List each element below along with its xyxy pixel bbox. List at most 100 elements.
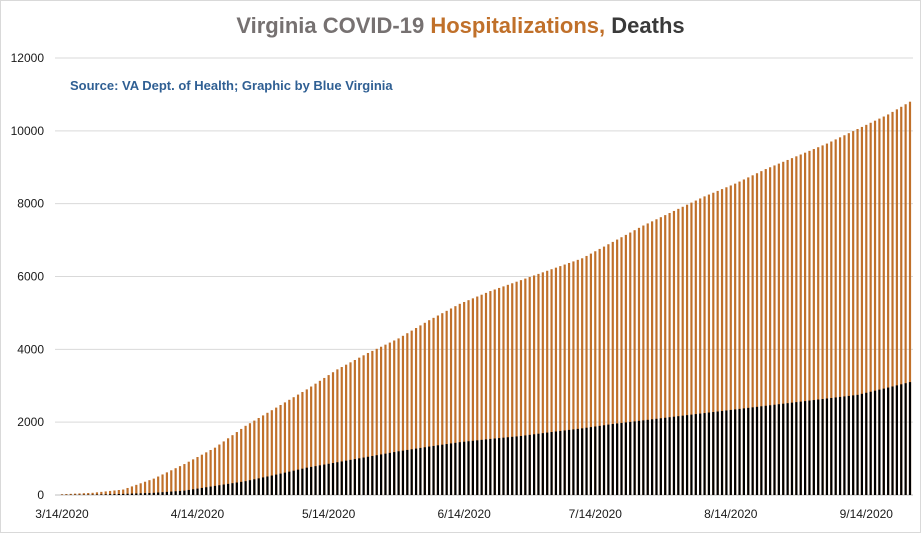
bar-deaths	[401, 450, 405, 495]
bar-hospitalizations	[436, 315, 440, 495]
bar-deaths	[655, 418, 658, 495]
bar-deaths	[301, 468, 304, 495]
bar-hospitalizations	[834, 139, 837, 495]
bar-hospitalizations	[769, 167, 772, 495]
x-tick-label: 7/14/2020	[569, 507, 623, 521]
bar-hospitalizations	[261, 415, 265, 495]
bar-deaths	[187, 489, 190, 495]
bar-hospitalizations	[690, 202, 693, 495]
bar-hospitalizations	[74, 493, 77, 495]
bar-hospitalizations	[904, 104, 907, 495]
bar-hospitalizations	[69, 493, 72, 495]
bar-deaths	[734, 409, 737, 495]
bar-hospitalizations	[388, 342, 391, 495]
bar-hospitalizations	[283, 402, 287, 495]
bar-deaths	[908, 382, 912, 495]
bar-hospitalizations	[620, 237, 623, 495]
bar-hospitalizations	[213, 447, 217, 495]
bar-hospitalizations	[366, 352, 370, 495]
bar-hospitalizations	[685, 204, 689, 495]
bar-deaths	[633, 421, 636, 495]
bar-deaths	[598, 425, 601, 495]
bar-hospitalizations	[449, 308, 453, 495]
bar-hospitalizations	[804, 152, 807, 495]
x-tick-label: 9/14/2020	[840, 507, 894, 521]
bar-deaths	[489, 438, 492, 495]
bar-hospitalizations	[410, 330, 413, 495]
bar-deaths	[218, 485, 221, 495]
bar-hospitalizations	[266, 412, 269, 495]
bar-hospitalizations	[712, 192, 715, 495]
bar-hospitalizations	[567, 262, 571, 495]
bar-deaths	[812, 400, 815, 495]
bar-deaths	[576, 428, 579, 495]
bar-hospitalizations	[668, 213, 671, 495]
bar-deaths	[345, 460, 348, 495]
bar-deaths	[751, 407, 754, 495]
bar-deaths	[629, 421, 632, 495]
bar-hospitalizations	[498, 287, 501, 495]
bar-deaths	[585, 427, 588, 495]
bar-hospitalizations	[401, 335, 405, 495]
gridlines	[55, 57, 913, 496]
bar-deaths	[196, 488, 199, 495]
bar-deaths	[559, 430, 562, 495]
bar-deaths	[130, 493, 134, 495]
bar-deaths	[891, 386, 894, 495]
bar-deaths	[528, 434, 531, 495]
bar-deaths	[174, 491, 177, 495]
bar-hospitalizations	[777, 163, 780, 495]
bar-hospitalizations	[318, 380, 321, 495]
bar-hospitalizations	[519, 280, 523, 495]
bar-hospitalizations	[751, 175, 754, 495]
bar-deaths	[283, 472, 287, 495]
bar-deaths	[642, 420, 645, 495]
bar-deaths	[353, 459, 356, 495]
bar-hospitalizations	[380, 346, 383, 495]
bar-hospitalizations	[349, 362, 352, 495]
bar-hospitalizations	[95, 492, 99, 495]
bar-deaths	[869, 391, 872, 495]
bar-deaths	[104, 494, 107, 495]
source-note: Source: VA Dept. of Health; Graphic by B…	[70, 78, 393, 93]
x-tick-label: 8/14/2020	[704, 507, 758, 521]
bar-deaths	[493, 438, 496, 495]
bar-deaths	[646, 419, 649, 495]
bar-deaths	[314, 466, 317, 495]
bar-hospitalizations	[887, 114, 890, 495]
bar-deaths	[843, 396, 846, 495]
bar-deaths	[685, 415, 689, 495]
bar-hospitalizations	[100, 491, 103, 495]
bar-hospitalizations	[423, 322, 426, 495]
bar-deaths	[305, 467, 308, 495]
bar-deaths	[200, 487, 203, 495]
bar-hospitalizations	[624, 234, 627, 495]
bar-deaths	[878, 389, 881, 495]
bar-hospitalizations	[187, 461, 190, 495]
bar-hospitalizations	[537, 273, 540, 495]
bar-hospitalizations	[209, 449, 212, 495]
bar-deaths	[594, 426, 597, 495]
bar-hospitalizations	[895, 109, 898, 495]
bar-hospitalizations	[742, 179, 745, 496]
bar-hospitalizations	[786, 159, 789, 495]
bar-hospitalizations	[838, 137, 842, 495]
bar-deaths	[170, 491, 173, 495]
bar-hospitalizations	[703, 196, 706, 495]
bar-hospitalizations	[157, 476, 160, 495]
bar-hospitalizations	[257, 418, 260, 495]
y-tick-label-12000: 12000	[11, 51, 45, 65]
bar-hospitalizations	[651, 221, 654, 495]
bar-deaths	[624, 422, 627, 495]
bar-deaths	[620, 422, 623, 495]
bar-hospitalizations	[515, 281, 518, 495]
bar-hospitalizations	[891, 111, 894, 495]
bar-deaths	[375, 455, 378, 495]
bar-deaths	[808, 400, 811, 495]
bar-hospitalizations	[161, 474, 164, 495]
bar-hospitalizations	[275, 407, 278, 495]
bar-deaths	[773, 404, 776, 495]
bar-deaths	[349, 459, 352, 495]
bar-hospitalizations	[327, 375, 330, 495]
bar-hospitalizations	[445, 310, 448, 495]
